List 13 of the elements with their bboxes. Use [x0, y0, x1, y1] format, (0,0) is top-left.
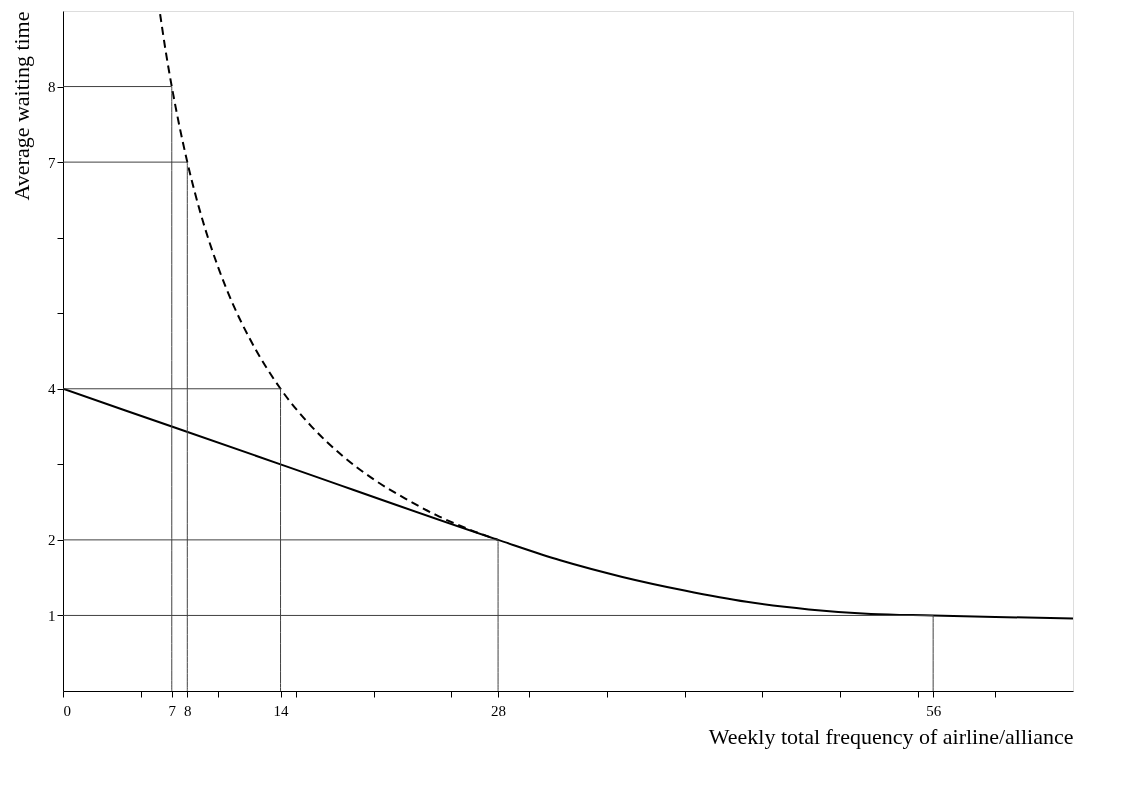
x-tick-label: 8	[184, 702, 192, 719]
y-tick-label: 7	[48, 154, 56, 171]
x-tick-label: 0	[63, 702, 71, 719]
x-axis-title: Weekly total frequency of airline/alliance	[708, 723, 1074, 749]
x-tick-label: 7	[168, 702, 177, 719]
x-tick-label: 56	[926, 702, 942, 719]
x-tick-label: 28	[491, 702, 507, 719]
y-tick-label: 4	[48, 381, 56, 398]
y-tick-label: 8	[48, 79, 56, 96]
y-axis-title: Average waiting time	[9, 11, 34, 201]
y-tick-label: 1	[48, 607, 56, 624]
y-tick-label: 2	[48, 532, 56, 549]
x-tick-label: 14	[273, 702, 290, 719]
